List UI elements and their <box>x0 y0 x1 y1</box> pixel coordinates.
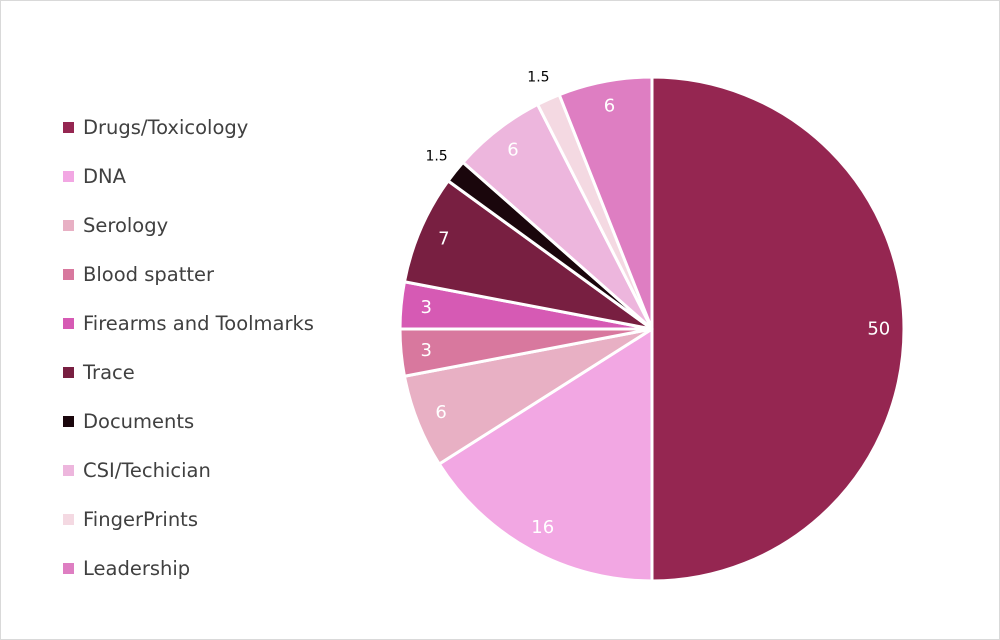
pie-slice-trace <box>402 179 654 331</box>
legend-swatch <box>63 514 74 525</box>
legend-swatch <box>63 367 74 378</box>
legend-item-fingerprints: FingerPrints <box>63 495 314 544</box>
data-label-fingerprints: 1.5 <box>527 69 549 85</box>
legend-swatch <box>63 269 74 280</box>
legend-swatch <box>63 122 74 133</box>
legend-label: Leadership <box>83 557 191 580</box>
legend-item-blood-spatter: Blood spatter <box>63 250 314 299</box>
legend-label: CSI/Techician <box>83 459 211 482</box>
legend-swatch <box>63 318 74 329</box>
pie-slice-leadership <box>557 75 654 331</box>
legend-swatch <box>63 465 74 476</box>
pie-slice-dna <box>437 327 654 583</box>
legend-label: Blood spatter <box>83 263 215 286</box>
legend-swatch <box>63 171 74 182</box>
legend-item-serology: Serology <box>63 201 314 250</box>
legend-item-drugs-toxicology: Drugs/Toxicology <box>63 103 314 152</box>
legend-item-trace: Trace <box>63 348 314 397</box>
legend-item-dna: DNA <box>63 152 314 201</box>
data-label-drugs-toxicology: 50 <box>867 319 890 340</box>
legend-label: Serology <box>83 214 169 237</box>
data-label-serology: 6 <box>435 402 446 423</box>
data-label-csi-techician: 6 <box>507 139 518 160</box>
legend-label: FingerPrints <box>83 508 198 531</box>
legend: Drugs/Toxicology DNA Serology Blood spatter… <box>63 103 314 593</box>
data-label-firearms-and-toolmarks: 3 <box>420 297 431 318</box>
data-label-dna: 16 <box>531 517 554 538</box>
data-label-leadership: 6 <box>604 96 615 117</box>
legend-item-csi-techician: CSI/Techician <box>63 446 314 495</box>
legend-item-documents: Documents <box>63 397 314 446</box>
data-label-documents: 1.5 <box>425 148 447 164</box>
pie-slice-drugs-toxicology <box>650 75 906 583</box>
legend-label: Documents <box>83 410 195 433</box>
legend-item-firearms-and-toolmarks: Firearms and Toolmarks <box>63 299 314 348</box>
data-label-blood-spatter: 3 <box>420 340 431 361</box>
legend-label: Firearms and Toolmarks <box>83 312 314 335</box>
legend-swatch <box>63 416 74 427</box>
legend-label: Drugs/Toxicology <box>83 116 249 139</box>
legend-label: DNA <box>83 165 126 188</box>
legend-swatch <box>63 220 74 231</box>
legend-swatch <box>63 563 74 574</box>
legend-label: Trace <box>83 361 135 384</box>
legend-item-leadership: Leadership <box>63 544 314 593</box>
data-label-trace: 7 <box>438 228 449 249</box>
